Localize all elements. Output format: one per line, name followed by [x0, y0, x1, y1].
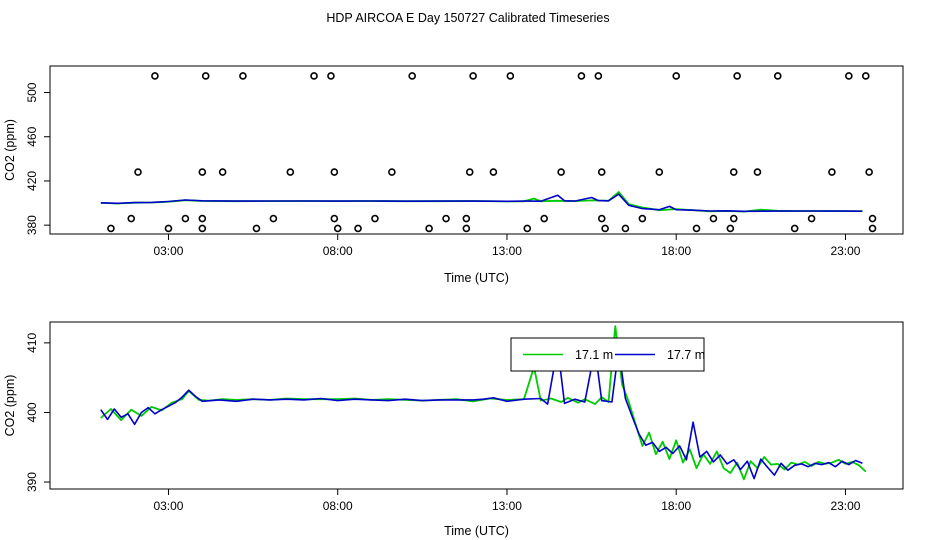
data-point-circle: [489, 168, 498, 176]
data-point-circle: [388, 168, 396, 176]
x-tick-label: 23:00: [830, 244, 860, 258]
data-point-circle: [198, 214, 207, 223]
data-point-circle: [239, 72, 247, 80]
data-point-circle: [638, 214, 647, 223]
data-point-circle: [597, 214, 606, 223]
data-point-circle: [621, 224, 630, 233]
data-point-circle: [134, 168, 142, 176]
data-point-circle: [594, 72, 603, 80]
data-point-circle: [807, 214, 816, 223]
x-axis-label: Time (UTC): [444, 271, 509, 285]
x-tick-label: 18:00: [661, 499, 691, 513]
data-point-circle: [577, 72, 586, 80]
data-point-circle: [655, 168, 664, 176]
data-point-circle: [861, 72, 870, 80]
data-point-circle: [868, 224, 877, 233]
x-tick-label: 13:00: [492, 244, 522, 258]
data-point-circle: [127, 214, 136, 223]
y-axis-label: CO2 (ppm): [3, 119, 17, 181]
data-point-circle: [692, 224, 701, 233]
data-point-circle: [310, 72, 318, 80]
data-point-circle: [845, 72, 853, 80]
y-axis-label: CO2 (ppm): [3, 375, 17, 437]
data-point-circle: [790, 224, 799, 233]
series-line-17-7-m: [100, 346, 863, 480]
data-point-circle: [672, 72, 681, 80]
data-point-circle: [523, 224, 532, 233]
data-point-circle: [462, 214, 471, 223]
data-point-circle: [327, 72, 335, 80]
data-point-circle: [181, 214, 190, 223]
data-point-circle: [354, 224, 362, 233]
data-point-circle: [164, 224, 173, 233]
data-point-circle: [333, 224, 342, 233]
data-point-circle: [773, 72, 782, 80]
y-tick-label: 410: [25, 333, 39, 353]
data-point-circle: [709, 214, 718, 223]
chart-title: HDP AIRCOA E Day 150727 Calibrated Times…: [326, 11, 609, 25]
x-tick-label: 03:00: [153, 499, 183, 513]
data-point-circle: [506, 72, 515, 80]
y-tick-label: 460: [25, 126, 39, 146]
data-point-circle: [198, 168, 207, 176]
series-line-17-7-m: [100, 193, 863, 213]
data-point-circle: [107, 224, 115, 233]
data-point-circle: [601, 224, 609, 233]
data-point-circle: [469, 72, 477, 80]
data-point-circle: [371, 214, 379, 223]
y-tick-label: 380: [25, 215, 39, 235]
data-point-circle: [465, 168, 474, 176]
y-tick-label: 500: [25, 82, 39, 102]
data-point-circle: [286, 168, 295, 176]
x-tick-label: 08:00: [323, 499, 353, 513]
data-point-circle: [540, 214, 548, 223]
top-panel: 03:00 08:00 13:00 18:00 23:00 380 420 460 500 Tim…: [3, 65, 904, 285]
data-point-circle: [753, 168, 762, 176]
data-point-circle: [425, 224, 433, 233]
plot-frame: [49, 321, 904, 490]
data-point-circle: [729, 214, 738, 223]
data-point-circle: [729, 168, 738, 176]
legend-label: 17.1 m: [575, 348, 613, 362]
x-axis-label: Time (UTC): [444, 524, 509, 538]
data-point-circle: [865, 168, 873, 176]
data-point-circle: [726, 224, 735, 233]
data-point-circle: [201, 72, 210, 80]
data-point-circle: [442, 214, 450, 223]
data-point-circle: [198, 224, 207, 233]
data-point-circle: [462, 224, 471, 233]
x-tick-label: 08:00: [323, 244, 353, 258]
y-tick-label: 390: [25, 472, 39, 492]
data-point-circle: [828, 168, 836, 176]
x-tick-label: 03:00: [153, 244, 183, 258]
data-point-circle: [408, 72, 416, 80]
series-line-17-1-m: [100, 325, 867, 481]
legend: 17.1 m 17.7 m: [510, 337, 705, 372]
data-point-circle: [218, 168, 227, 176]
bottom-panel: 03:00 08:00 13:00 18:00 23:00 390 400 410 Time (…: [3, 321, 904, 538]
data-point-circle: [557, 168, 565, 176]
data-point-circle: [868, 214, 877, 223]
y-tick-label: 400: [25, 402, 39, 422]
x-tick-label: 13:00: [492, 499, 522, 513]
x-tick-label: 18:00: [661, 244, 691, 258]
data-point-circle: [733, 72, 741, 80]
data-point-circle: [252, 224, 261, 233]
plot-frame: [49, 65, 904, 235]
data-point-circle: [330, 168, 339, 176]
data-point-circle: [151, 72, 159, 80]
data-point-circle: [330, 214, 339, 223]
legend-label: 17.7 m: [667, 348, 705, 362]
data-point-circle: [597, 168, 606, 176]
y-tick-label: 420: [25, 171, 39, 191]
data-point-circle: [269, 214, 278, 223]
x-tick-label: 23:00: [830, 499, 860, 513]
